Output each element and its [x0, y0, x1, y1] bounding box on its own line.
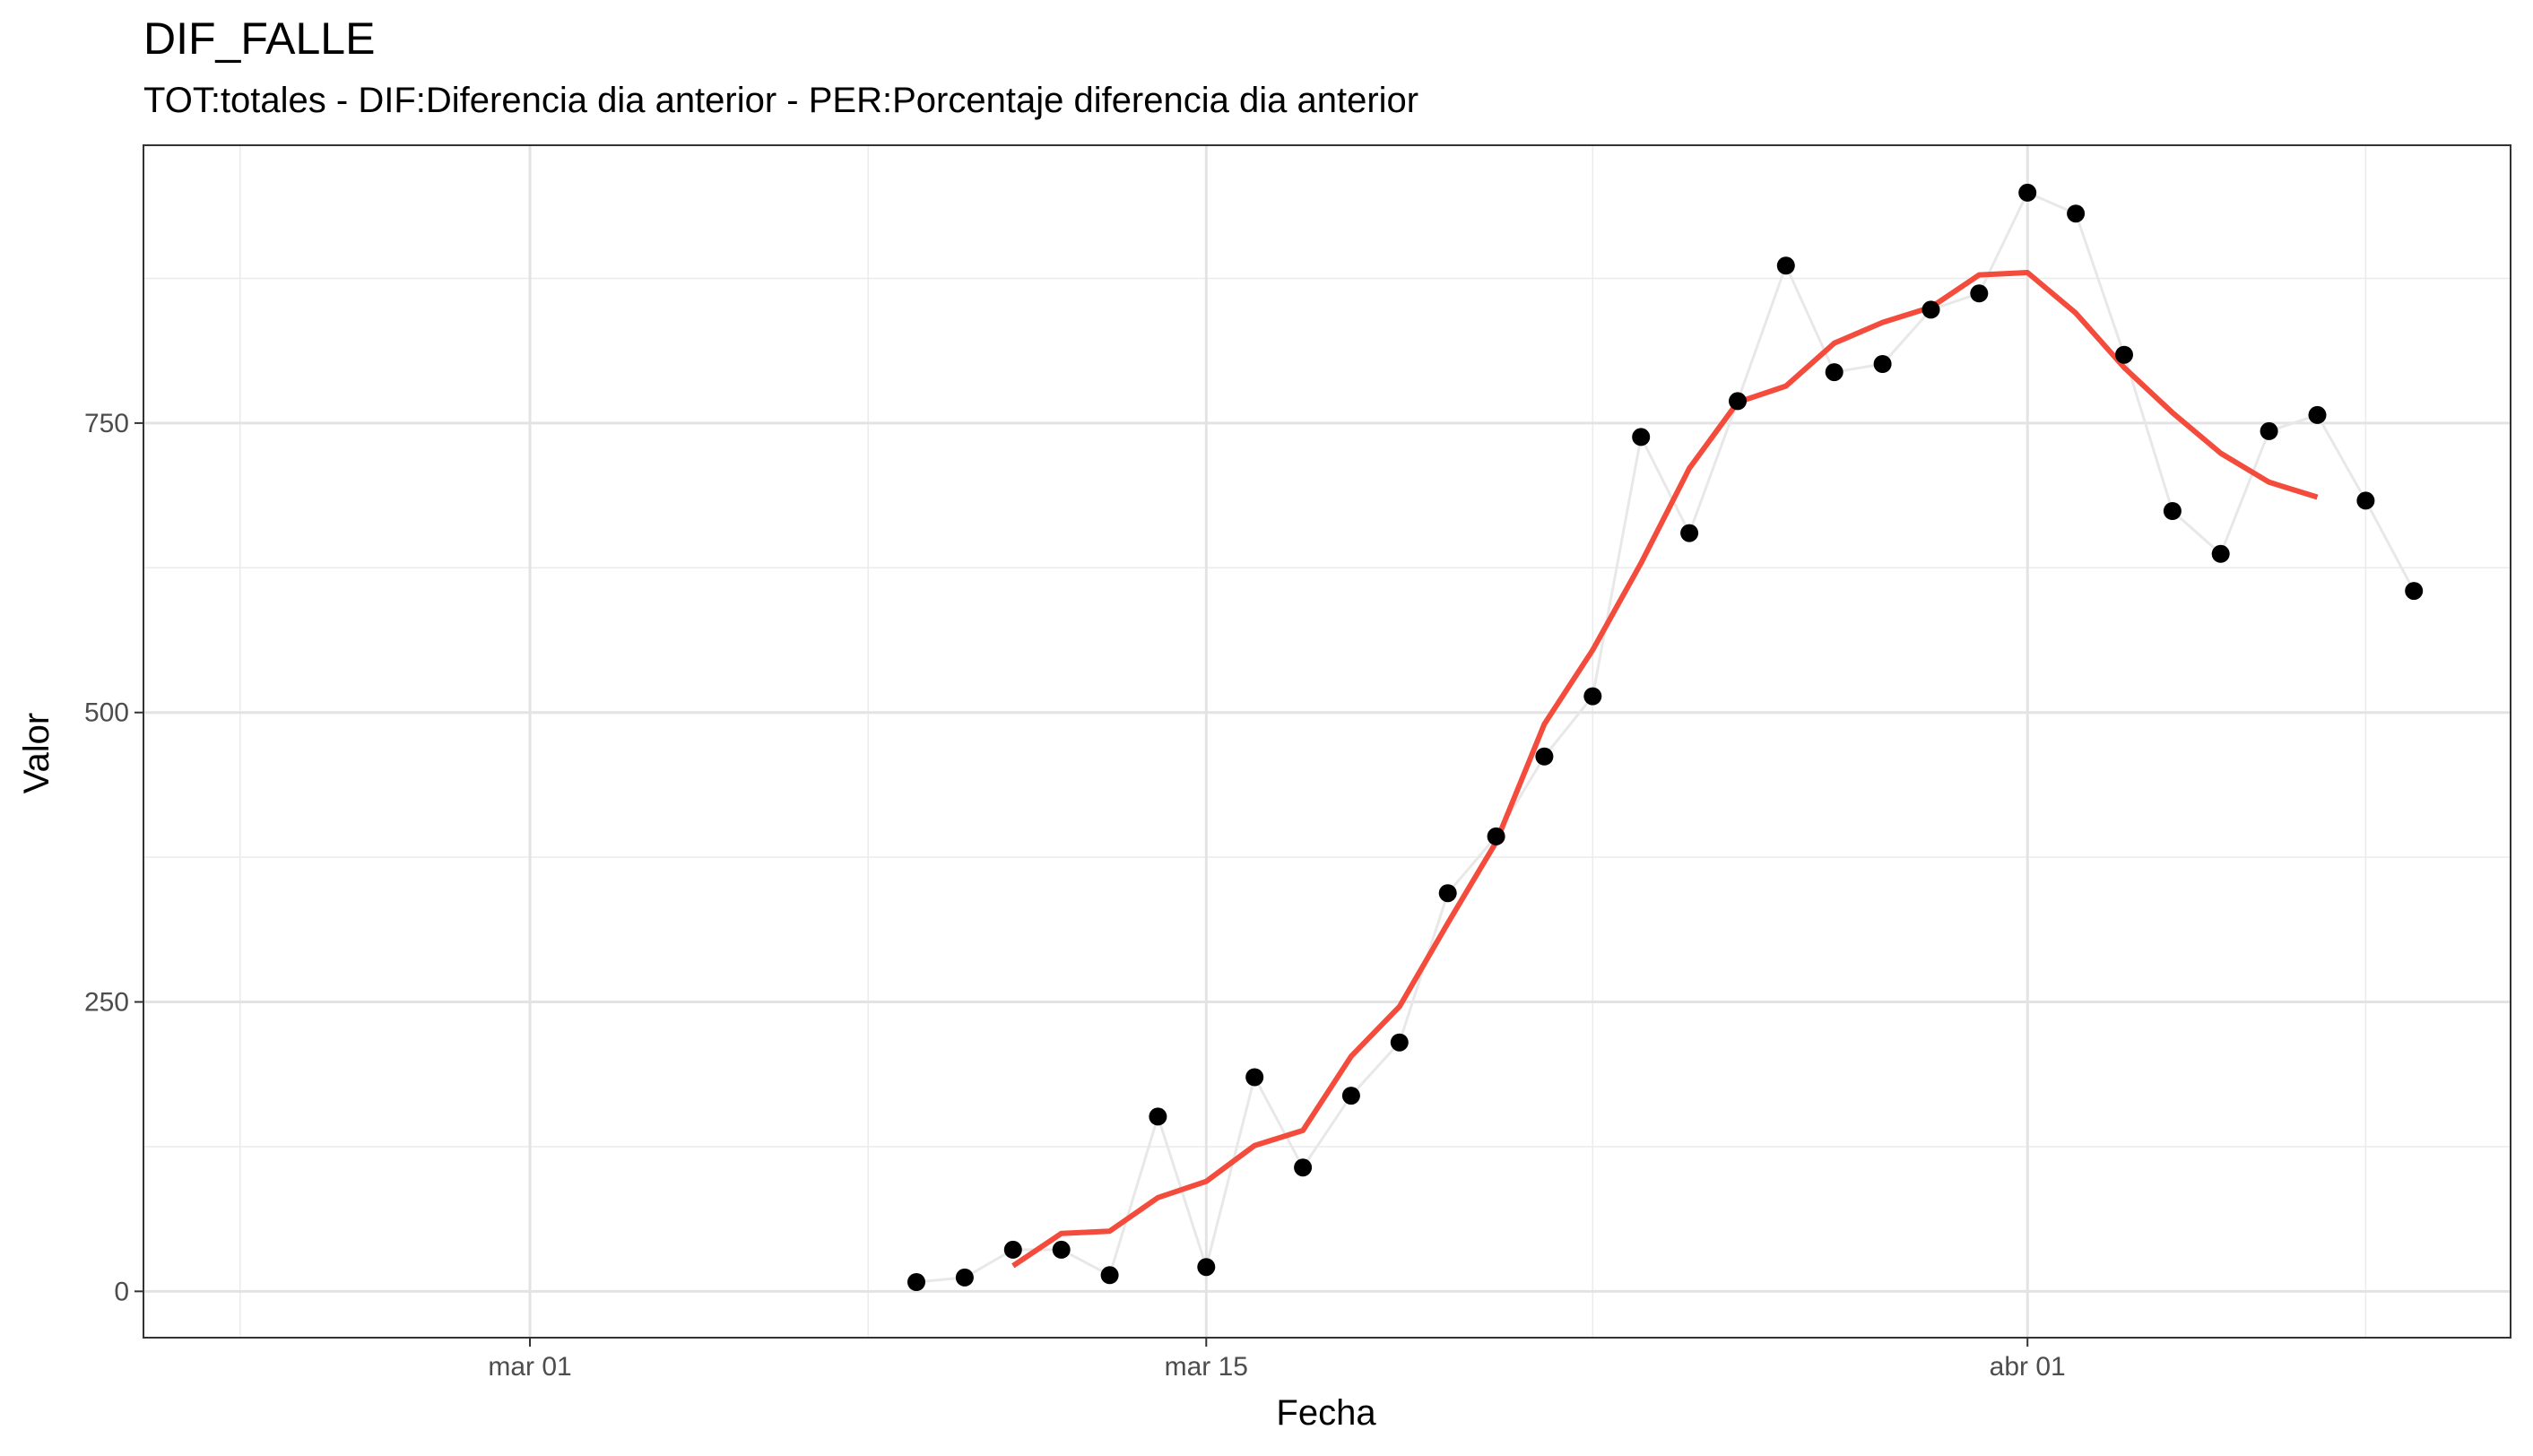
y-axis-title: Valor — [17, 713, 56, 793]
data-point — [907, 1273, 925, 1291]
y-tick-label: 0 — [114, 1277, 129, 1306]
chart-subtitle: TOT:totales - DIF:Diferencia dia anterio… — [143, 81, 1419, 120]
data-point — [2405, 582, 2424, 601]
data-point — [1632, 428, 1651, 446]
series-lines — [915, 190, 2416, 1284]
series-points — [907, 183, 2424, 1291]
data-point — [1776, 256, 1795, 275]
data-point — [1341, 1087, 1360, 1105]
data-point — [1052, 1240, 1071, 1259]
data-point — [1680, 524, 1699, 542]
data-point — [1535, 747, 1554, 766]
data-point — [2260, 421, 2278, 440]
grid-major — [143, 145, 2511, 1338]
y-axis: 0 250 500 750 — [84, 409, 143, 1306]
data-point — [1197, 1258, 1216, 1277]
data-point — [1245, 1068, 1264, 1087]
data-point — [2211, 544, 2230, 563]
data-point — [1729, 392, 1747, 411]
data-point — [1583, 687, 1602, 706]
data-point — [1970, 284, 1989, 303]
x-tick-label: mar 01 — [488, 1352, 571, 1382]
chart-title: DIF_FALLE — [143, 13, 376, 64]
data-point — [955, 1268, 974, 1287]
data-point — [1294, 1158, 1313, 1177]
data-point — [2163, 502, 2182, 520]
grid-minor — [143, 145, 2511, 1338]
data-point — [2018, 183, 2037, 202]
data-point — [1487, 827, 1505, 845]
y-tick-label: 500 — [84, 698, 129, 728]
data-point — [1921, 300, 1940, 319]
data-point — [1149, 1107, 1167, 1126]
raw-series-line — [915, 190, 2416, 1284]
panel-border — [143, 144, 2511, 1339]
x-tick-label: mar 15 — [1165, 1352, 1248, 1382]
data-point — [1100, 1266, 1119, 1285]
x-tick-label: abr 01 — [1990, 1352, 2066, 1382]
y-tick-label: 250 — [84, 988, 129, 1018]
data-point — [1438, 884, 1457, 903]
data-point — [1003, 1240, 1022, 1259]
x-axis-title: Fecha — [1276, 1393, 1376, 1433]
data-point — [1825, 363, 1843, 382]
data-point — [1873, 355, 1892, 373]
data-point — [2308, 405, 2327, 424]
data-point — [2115, 345, 2133, 364]
x-axis: mar 01 mar 15 abr 01 — [488, 1338, 2066, 1382]
smoothed-series-line — [1011, 270, 2319, 1269]
y-tick-label: 750 — [84, 409, 129, 438]
data-point — [1390, 1033, 1409, 1052]
data-point — [2356, 491, 2375, 510]
data-point — [2067, 204, 2086, 223]
